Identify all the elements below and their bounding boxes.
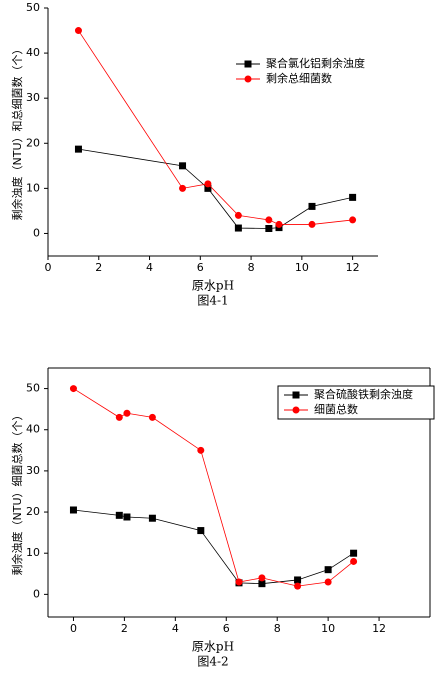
marker: [350, 557, 358, 565]
legend-marker: [292, 391, 300, 399]
marker: [74, 145, 82, 153]
x-tick-label: 10: [321, 622, 335, 635]
marker: [258, 574, 266, 582]
legend-label: 细菌总数: [314, 402, 358, 416]
marker: [308, 220, 316, 228]
legend-marker: [292, 406, 300, 414]
series-line: [73, 509, 354, 585]
marker: [74, 27, 82, 35]
legend-label: 剩余总细菌数: [266, 71, 332, 85]
legend-label: 聚合硫酸铁剩余浊度: [314, 387, 413, 401]
marker: [350, 549, 358, 557]
y-axis-label: 剩余浊度（NTU）和总细菌数（个）: [10, 44, 24, 221]
x-tick-label: 0: [70, 622, 77, 635]
x-tick-label: 12: [372, 622, 386, 635]
x-tick-label: 2: [95, 261, 102, 274]
x-tick-label: 4: [172, 622, 179, 635]
x-tick-label: 12: [346, 261, 360, 274]
marker: [115, 413, 123, 421]
marker: [265, 216, 273, 224]
x-tick-label: 6: [223, 622, 230, 635]
y-tick-label: 50: [26, 1, 40, 14]
marker: [324, 566, 332, 574]
marker: [148, 413, 156, 421]
marker: [265, 224, 273, 232]
legend-label: 聚合氯化铝剩余浊度: [266, 56, 365, 70]
marker: [123, 409, 131, 417]
legend-marker: [244, 60, 252, 68]
marker: [308, 202, 316, 210]
x-tick-label: 8: [274, 622, 281, 635]
marker: [197, 527, 205, 535]
x-tick-label: 2: [121, 622, 128, 635]
marker: [258, 580, 266, 588]
marker: [235, 578, 243, 586]
legend-marker: [244, 75, 252, 83]
marker: [69, 385, 77, 393]
x-axis-label: 原水pH: [192, 640, 234, 654]
series-line: [73, 388, 354, 587]
y-axis-label: 剩余浊度（NTU）细菌总数（个）: [10, 410, 24, 576]
x-tick-label: 4: [146, 261, 153, 274]
legend-box: [277, 385, 435, 420]
marker: [294, 582, 302, 590]
y-tick-label: 50: [26, 382, 40, 395]
y-tick-label: 20: [26, 136, 40, 149]
marker: [123, 513, 131, 521]
y-tick-label: 40: [26, 46, 40, 59]
marker: [349, 193, 357, 201]
marker: [349, 216, 357, 224]
marker: [197, 446, 205, 454]
y-tick-label: 0: [33, 226, 40, 239]
marker: [275, 220, 283, 228]
marker: [69, 506, 77, 514]
y-tick-label: 30: [26, 464, 40, 477]
marker: [115, 511, 123, 519]
marker: [179, 184, 187, 192]
marker: [234, 211, 242, 219]
y-tick-label: 10: [26, 546, 40, 559]
marker: [294, 576, 302, 584]
y-tick-label: 20: [26, 505, 40, 518]
caption: 图4-1: [197, 294, 228, 308]
marker: [204, 184, 212, 192]
marker: [148, 514, 156, 522]
x-tick-label: 10: [295, 261, 309, 274]
caption: 图4-2: [197, 655, 228, 669]
y-tick-label: 10: [26, 181, 40, 194]
x-tick-label: 6: [197, 261, 204, 274]
marker: [324, 578, 332, 586]
marker: [179, 162, 187, 170]
marker: [204, 180, 212, 188]
x-tick-label: 8: [248, 261, 255, 274]
series-line: [78, 30, 353, 225]
marker: [234, 224, 242, 232]
y-tick-label: 40: [26, 423, 40, 436]
y-tick-label: 0: [33, 587, 40, 600]
x-axis-label: 原水pH: [192, 279, 234, 293]
x-tick-label: 0: [45, 261, 52, 274]
y-tick-label: 30: [26, 91, 40, 104]
series-line: [78, 148, 353, 229]
